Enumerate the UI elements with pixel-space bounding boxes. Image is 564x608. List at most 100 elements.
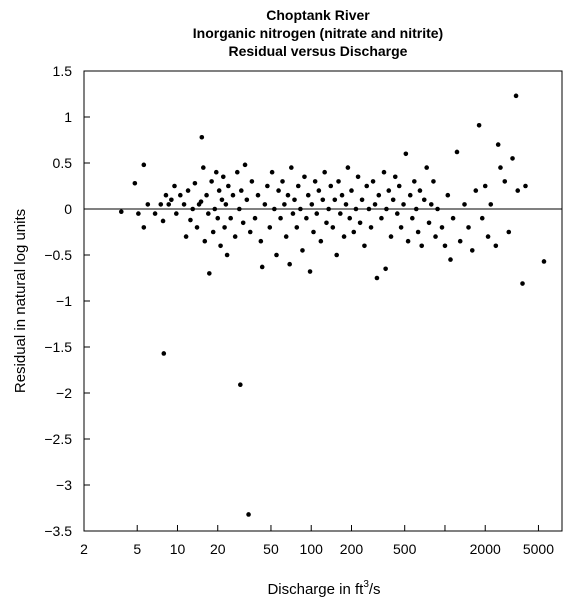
chart-title-line-3: Residual versus Discharge bbox=[229, 43, 408, 59]
x-tick-label: 5 bbox=[133, 541, 141, 557]
data-point bbox=[307, 269, 313, 274]
data-point bbox=[234, 169, 240, 175]
data-point bbox=[370, 179, 376, 184]
data-point bbox=[412, 179, 417, 184]
data-point bbox=[204, 192, 209, 198]
data-point bbox=[339, 192, 345, 198]
data-point bbox=[294, 225, 300, 230]
y-tick-label: −0.5 bbox=[44, 247, 72, 263]
data-point bbox=[282, 202, 287, 207]
data-point bbox=[255, 192, 261, 198]
data-point bbox=[274, 252, 279, 258]
data-point bbox=[334, 252, 339, 258]
data-point bbox=[316, 188, 322, 193]
data-point bbox=[419, 243, 425, 249]
data-point bbox=[287, 261, 292, 267]
data-point bbox=[132, 180, 138, 186]
data-point bbox=[174, 211, 179, 216]
data-point bbox=[244, 197, 250, 203]
y-tick-label: −3 bbox=[56, 477, 72, 493]
data-point bbox=[295, 183, 301, 189]
data-point bbox=[383, 266, 388, 272]
data-point bbox=[290, 211, 296, 216]
data-point bbox=[278, 215, 283, 221]
data-point bbox=[448, 257, 453, 262]
data-point bbox=[428, 202, 434, 207]
data-point bbox=[520, 281, 525, 286]
data-point bbox=[207, 271, 212, 276]
data-point bbox=[201, 165, 206, 170]
data-point bbox=[324, 220, 329, 226]
x-axis-label: Discharge in ft3/s bbox=[267, 579, 380, 598]
y-tick-label: −2.5 bbox=[44, 431, 72, 447]
data-point bbox=[302, 174, 307, 180]
data-point bbox=[392, 174, 398, 180]
data-point bbox=[183, 234, 189, 239]
x-tick-label: 2000 bbox=[470, 541, 501, 557]
data-point bbox=[210, 229, 216, 235]
data-point bbox=[232, 234, 238, 239]
data-point bbox=[249, 179, 255, 184]
data-point bbox=[265, 183, 270, 189]
data-point bbox=[318, 238, 324, 244]
data-point bbox=[188, 217, 193, 223]
data-point bbox=[259, 264, 265, 270]
data-point bbox=[181, 202, 187, 207]
data-point bbox=[224, 252, 230, 258]
data-point bbox=[199, 134, 205, 140]
data-point bbox=[479, 215, 485, 221]
data-point bbox=[336, 179, 341, 184]
data-point bbox=[194, 225, 200, 230]
data-point bbox=[506, 229, 512, 235]
data-point bbox=[396, 183, 402, 189]
y-tick-label: 0 bbox=[64, 201, 72, 217]
data-point bbox=[376, 192, 382, 198]
scatter-points bbox=[118, 93, 547, 517]
data-point bbox=[362, 243, 367, 249]
y-axis-label: Residual in natural log units bbox=[12, 209, 29, 393]
data-point bbox=[272, 206, 277, 212]
data-point bbox=[431, 179, 436, 184]
data-point bbox=[242, 162, 248, 168]
data-point bbox=[403, 151, 409, 157]
data-point bbox=[220, 174, 226, 180]
data-point bbox=[247, 229, 253, 235]
data-point bbox=[405, 238, 411, 244]
data-point bbox=[394, 211, 400, 216]
x-tick-label: 20 bbox=[210, 541, 226, 557]
data-point bbox=[169, 197, 174, 203]
data-point bbox=[219, 197, 225, 203]
data-point bbox=[372, 202, 378, 207]
data-point bbox=[283, 234, 289, 239]
data-point bbox=[305, 192, 311, 198]
data-point bbox=[198, 199, 204, 204]
data-point bbox=[172, 183, 177, 189]
y-tick-label: 0.5 bbox=[53, 155, 73, 171]
x-axis-label-superscript: 3 bbox=[363, 579, 369, 590]
data-point bbox=[223, 202, 229, 207]
data-point bbox=[230, 192, 236, 198]
data-point bbox=[228, 215, 234, 221]
x-tick-label: 500 bbox=[393, 541, 417, 557]
data-point bbox=[390, 197, 396, 203]
data-point bbox=[473, 188, 479, 193]
data-point bbox=[218, 243, 223, 249]
x-tick-label: 100 bbox=[300, 541, 324, 557]
data-point bbox=[513, 93, 519, 99]
data-point bbox=[212, 206, 218, 212]
data-point bbox=[510, 156, 515, 161]
data-point bbox=[309, 202, 315, 207]
data-point bbox=[258, 238, 264, 244]
data-point bbox=[158, 202, 164, 207]
data-point bbox=[163, 192, 169, 198]
data-point bbox=[298, 206, 303, 212]
data-point bbox=[222, 225, 227, 230]
y-tick-label: 1 bbox=[64, 109, 72, 125]
data-point bbox=[262, 202, 268, 207]
x-tick-label: 2 bbox=[80, 541, 88, 557]
data-point bbox=[276, 188, 281, 193]
y-axis-ticks: 1.5 1 0.5 0 −0.5 −1 −1.5 −2 −2.5 −3 −3.5 bbox=[44, 63, 90, 539]
data-point bbox=[161, 351, 167, 356]
